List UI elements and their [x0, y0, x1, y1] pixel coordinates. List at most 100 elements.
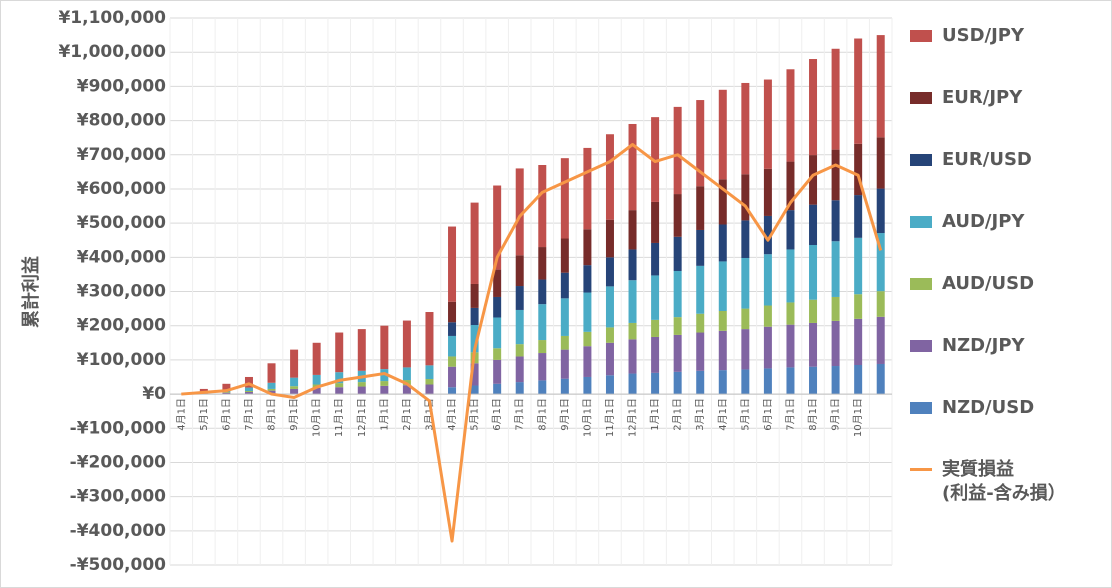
bar-segment — [267, 363, 276, 383]
y-tick-label: ¥600,000 — [77, 179, 166, 199]
bar-segment — [876, 316, 885, 364]
bar-segment — [515, 168, 524, 256]
x-tick-label: 4月1日 — [446, 398, 458, 431]
bar-segment — [718, 310, 727, 331]
bar-segment — [831, 320, 840, 367]
bar-segment — [335, 332, 344, 373]
legend-item: EUR/JPY — [910, 86, 1066, 148]
bar-segment — [493, 359, 502, 384]
bar-segment — [470, 363, 479, 386]
x-tick-label: 5月1日 — [739, 398, 751, 431]
y-tick-label: -¥100,000 — [70, 418, 166, 438]
legend-item: NZD/USD — [910, 396, 1066, 458]
bar-segment — [538, 340, 547, 354]
bar-segment — [515, 382, 524, 395]
bar-segment — [402, 320, 411, 368]
bar-segment — [786, 249, 795, 303]
bar-segment — [605, 327, 614, 343]
bar-segment — [673, 236, 682, 271]
bar-segment — [628, 249, 637, 281]
bar-segment — [470, 325, 479, 353]
x-tick-label: 10月1日 — [852, 398, 864, 437]
bar-segment — [290, 349, 299, 378]
x-tick-label: 11月1日 — [604, 398, 616, 437]
bar-segment — [538, 165, 547, 248]
x-tick-label: 10月1日 — [311, 398, 323, 437]
bar-segment — [673, 317, 682, 335]
bar-segment — [741, 82, 750, 175]
bar-segment — [493, 185, 502, 270]
bar-segment — [538, 353, 547, 381]
bar-segment — [628, 373, 637, 395]
bar-segment — [651, 242, 660, 276]
bar-segment — [854, 294, 863, 319]
bar-segment — [560, 272, 569, 299]
bar-segment — [786, 161, 795, 211]
bar-segment — [673, 334, 682, 372]
bar-segment — [809, 245, 818, 300]
legend-swatch — [910, 468, 932, 471]
bar-segment — [809, 155, 818, 205]
bar-segment — [448, 356, 457, 367]
bar-segment — [515, 309, 524, 345]
bar-segment — [628, 123, 637, 211]
bar-segment — [831, 48, 840, 150]
x-tick-label: 7月1日 — [514, 398, 526, 431]
x-tick-label: 10月1日 — [581, 398, 593, 437]
bar-segment — [831, 149, 840, 201]
bar-segment — [583, 331, 592, 347]
bar-segment — [335, 372, 344, 384]
bar-segment — [718, 261, 727, 311]
bar-segment — [244, 387, 253, 391]
bar-segment — [673, 106, 682, 195]
bar-segment — [538, 279, 547, 305]
x-tick-label: 9月1日 — [830, 398, 842, 431]
bar-segment — [583, 346, 592, 377]
bar-segment — [538, 304, 547, 341]
bar-segment — [425, 384, 434, 395]
bar-segment — [876, 35, 885, 138]
bar-segment — [312, 387, 321, 395]
x-tick-label: 5月1日 — [198, 398, 210, 431]
bar-segment — [786, 69, 795, 162]
bar-segment — [470, 307, 479, 326]
y-tick-label: ¥200,000 — [77, 316, 166, 336]
bar-segment — [515, 255, 524, 287]
bar-segment — [651, 275, 660, 320]
x-tick-label: 12月1日 — [356, 398, 368, 437]
bar-segment — [831, 296, 840, 321]
y-tick-label: ¥500,000 — [77, 213, 166, 233]
bar-segment — [831, 241, 840, 297]
bar-segment — [673, 371, 682, 395]
bar-segment — [696, 313, 705, 333]
bar-segment — [290, 386, 299, 389]
bar-segment — [244, 390, 253, 393]
y-tick-label: -¥400,000 — [70, 521, 166, 541]
bar-segment — [741, 369, 750, 395]
bar-segment — [763, 168, 772, 216]
bar-segment — [696, 186, 705, 230]
x-tick-label: 4月1日 — [717, 398, 729, 431]
x-tick-label: 9月1日 — [559, 398, 571, 431]
bar-segment — [448, 301, 457, 323]
y-tick-label: -¥300,000 — [70, 487, 166, 507]
bar-segment — [560, 349, 569, 379]
bar-segment — [448, 387, 457, 395]
bar-segment — [673, 270, 682, 318]
bar-segment — [876, 363, 885, 395]
bar-segment — [425, 312, 434, 366]
bar-segment — [651, 319, 660, 337]
bar-segment — [515, 286, 524, 310]
bar-segment — [199, 388, 208, 393]
bar-segment — [380, 381, 389, 386]
x-tick-label: 6月1日 — [220, 398, 232, 431]
bar-segment — [651, 372, 660, 395]
bar-segment — [267, 382, 276, 389]
legend-item: 実質損益 (利益-含み損） — [910, 458, 1066, 520]
bar-segment — [267, 388, 276, 391]
bar-segment — [380, 325, 389, 370]
bar-segment — [741, 220, 750, 258]
y-tick-label: ¥1,100,000 — [58, 8, 166, 28]
bar-segment — [222, 392, 231, 393]
